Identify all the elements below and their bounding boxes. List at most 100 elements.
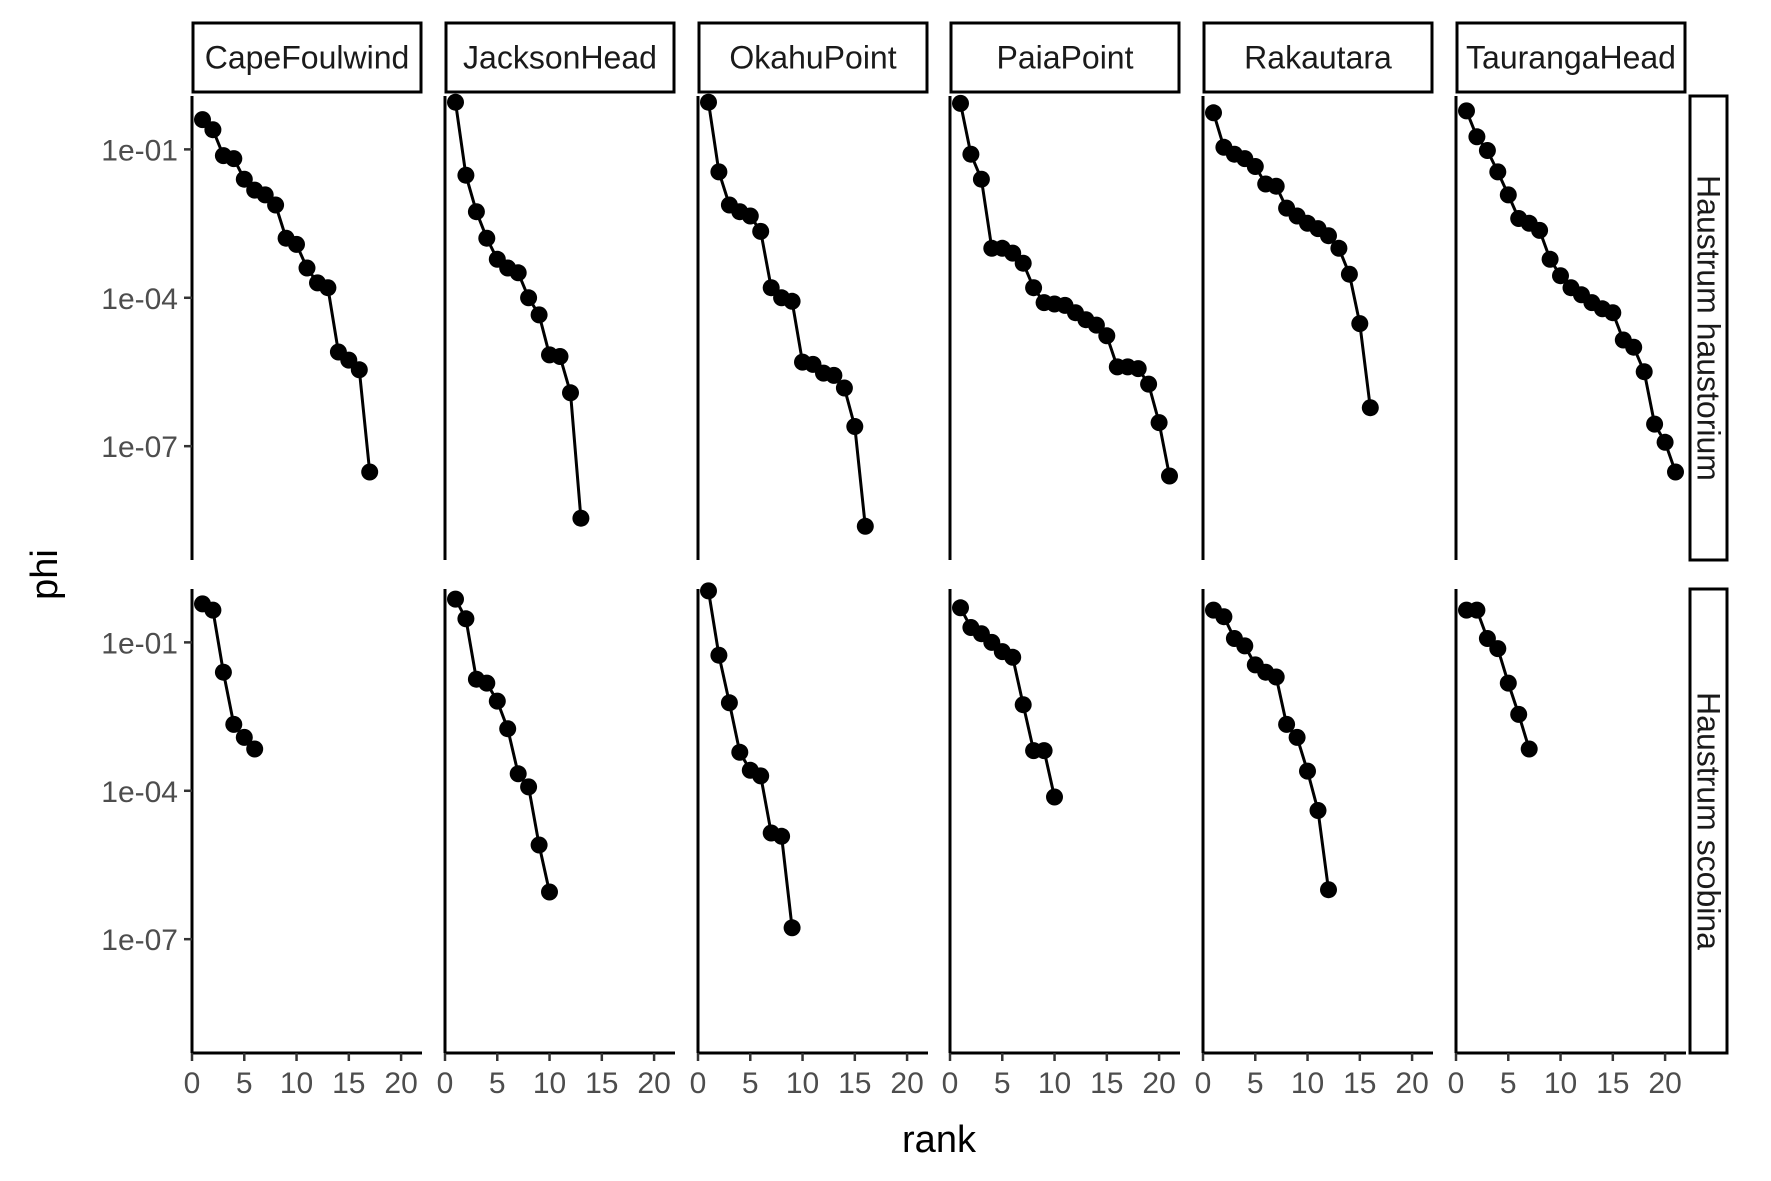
data-point bbox=[1499, 186, 1517, 204]
strip-paiapoint: PaiaPoint bbox=[949, 21, 1181, 94]
x-tick-label: 20 bbox=[890, 1067, 923, 1100]
data-point bbox=[952, 599, 969, 617]
strip-label: Rakautara bbox=[1244, 40, 1392, 76]
x-tick-label: 0 bbox=[690, 1067, 707, 1100]
strip-box bbox=[697, 21, 929, 94]
data-point bbox=[1468, 601, 1486, 619]
x-tick-label: 5 bbox=[489, 1067, 506, 1100]
data-point bbox=[509, 765, 527, 783]
data-point bbox=[1361, 399, 1379, 417]
x-tick-label: 20 bbox=[1395, 1067, 1428, 1100]
row-strip-label: Haustrum scobina bbox=[1691, 692, 1727, 950]
data-point bbox=[1635, 363, 1653, 381]
panel-haustrum-scobina-jacksonhead bbox=[447, 590, 558, 901]
data-point bbox=[1458, 102, 1475, 120]
row-strip-label: Haustrum haustorium bbox=[1691, 175, 1727, 481]
x-tick-label: 15 bbox=[585, 1067, 618, 1100]
data-point bbox=[1625, 338, 1643, 356]
strip-box bbox=[1202, 21, 1434, 94]
strip-box bbox=[1455, 21, 1687, 94]
x-tick-label: 5 bbox=[236, 1067, 253, 1100]
data-point bbox=[225, 715, 243, 733]
x-axes: 0 5 10 15 20 0 5 10 15 20 0 5 10 15 20 0 5 10 15 20 0 5 10 15 20… bbox=[184, 1051, 1686, 1100]
data-point bbox=[773, 827, 791, 845]
panel-haustrum-scobina-paiapoint bbox=[952, 599, 1063, 806]
data-point bbox=[361, 463, 379, 481]
data-point bbox=[1014, 696, 1032, 714]
column-strips: CapeFoulwind JacksonHead OkahuPoint PaiaPoi… bbox=[191, 21, 1687, 94]
strip-label: PaiaPoint bbox=[997, 40, 1134, 76]
y-axes: 1e-07 1e-04 1e-01 1e-07 1e-04 1e-01 bbox=[101, 96, 1458, 1053]
strip-label: TaurangaHead bbox=[1466, 40, 1676, 76]
panel-haustrum-haustorium-rakautara bbox=[1205, 104, 1379, 417]
x-tick-label: 10 bbox=[280, 1067, 313, 1100]
row-strip-box bbox=[1688, 94, 1729, 562]
data-point bbox=[1288, 728, 1306, 746]
x-tick-label: 20 bbox=[1648, 1067, 1681, 1100]
x-tick-label: 10 bbox=[786, 1067, 819, 1100]
data-point bbox=[246, 740, 264, 758]
strip-taurangahead: TaurangaHead bbox=[1455, 21, 1687, 94]
data-point bbox=[825, 366, 843, 384]
data-point bbox=[572, 509, 590, 527]
y-tick-label: 1e-07 bbox=[101, 924, 178, 957]
data-point bbox=[1014, 254, 1032, 272]
data-point bbox=[541, 883, 558, 901]
data-point bbox=[752, 767, 770, 785]
data-point bbox=[1320, 227, 1337, 245]
data-point bbox=[499, 720, 517, 738]
x-tick-label: 10 bbox=[1544, 1067, 1577, 1100]
x-tick-label: 10 bbox=[1038, 1067, 1071, 1100]
data-point bbox=[1552, 267, 1569, 285]
panel-haustrum-scobina-capefoulwind bbox=[194, 595, 264, 758]
data-point bbox=[752, 222, 770, 240]
data-point bbox=[319, 279, 337, 297]
row-strip-haustrum-haustorium: Haustrum haustorium bbox=[1688, 94, 1729, 562]
facet-panels bbox=[194, 93, 1684, 937]
data-point bbox=[1140, 375, 1158, 393]
x-tick-label: 5 bbox=[1247, 1067, 1264, 1100]
data-point bbox=[235, 170, 253, 188]
strip-label: JacksonHead bbox=[463, 40, 657, 76]
data-point bbox=[1299, 762, 1316, 780]
data-point bbox=[1150, 414, 1168, 432]
y-tick-label: 1e-04 bbox=[101, 776, 178, 809]
data-point bbox=[1278, 715, 1296, 733]
data-point bbox=[1489, 640, 1507, 658]
panel-haustrum-haustorium-taurangahead bbox=[1458, 102, 1684, 481]
x-tick-label: 10 bbox=[1291, 1067, 1324, 1100]
data-point bbox=[1246, 158, 1264, 175]
x-tick-label: 15 bbox=[332, 1067, 365, 1100]
data-point bbox=[1098, 327, 1116, 345]
data-point bbox=[741, 207, 759, 225]
x-tick-label: 0 bbox=[184, 1067, 201, 1100]
panel-haustrum-scobina-okahupoint bbox=[700, 582, 801, 937]
data-point bbox=[1351, 315, 1369, 333]
data-point bbox=[1004, 244, 1022, 262]
data-point bbox=[1215, 608, 1233, 626]
row-strip-haustrum-scobina: Haustrum scobina bbox=[1688, 587, 1729, 1055]
strip-box bbox=[191, 21, 423, 94]
data-point bbox=[1129, 360, 1147, 378]
data-point bbox=[700, 582, 717, 600]
data-point bbox=[520, 289, 538, 307]
panel-haustrum-haustorium-capefoulwind bbox=[194, 111, 379, 481]
data-point bbox=[1236, 637, 1254, 655]
data-point bbox=[1267, 668, 1285, 686]
data-point bbox=[720, 694, 738, 712]
data-point bbox=[1205, 104, 1222, 122]
data-point bbox=[214, 663, 232, 681]
data-point bbox=[530, 306, 548, 324]
data-point bbox=[457, 610, 475, 628]
data-point bbox=[962, 145, 980, 163]
data-point bbox=[478, 229, 496, 247]
panel-haustrum-haustorium-paiapoint bbox=[952, 94, 1178, 485]
data-point bbox=[1531, 221, 1549, 239]
data-point bbox=[447, 93, 464, 111]
data-point bbox=[235, 728, 253, 746]
strip-rakautara: Rakautara bbox=[1202, 21, 1434, 94]
panel-haustrum-scobina-rakautara bbox=[1205, 601, 1337, 899]
data-point bbox=[1510, 705, 1528, 723]
x-tick-label: 0 bbox=[1448, 1067, 1465, 1100]
